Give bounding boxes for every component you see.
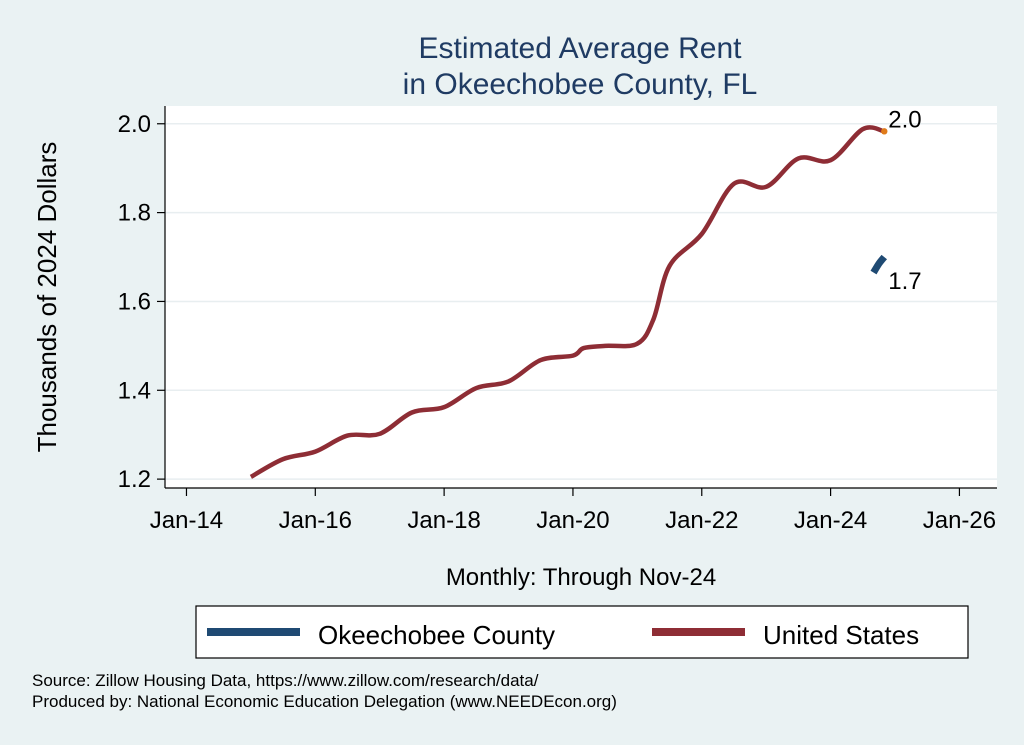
x-tick-label: Jan-16 [279,507,352,534]
legend-label-okeechobee: Okeechobee County [318,620,555,650]
x-tick-label: Jan-20 [536,507,609,534]
x-tick-label: Jan-14 [150,507,223,534]
x-axis-title: Monthly: Through Nov-24 [446,564,716,591]
x-tick-label: Jan-22 [665,507,738,534]
y-tick-label: 1.4 [118,377,151,404]
producer-line: Produced by: National Economic Education… [32,692,617,711]
y-axis-label: Thousands of 2024 Dollars [32,142,62,453]
end-marker-united-states [881,128,888,135]
chart-title-line-2: in Okeechobee County, FL [403,68,758,101]
plot-area [165,106,997,488]
series-line-united-states [249,125,885,479]
series-line-okeechobee-county [870,254,888,275]
y-tick-label: 1.6 [118,288,151,315]
y-tick-label: 1.2 [118,466,151,493]
grid [165,123,997,480]
source-line: Source: Zillow Housing Data, https://www… [32,671,539,690]
series-layer: 2.0 1.7 [249,106,922,479]
axes: 1.2 1.4 1.6 1.8 2.0 Jan-14 Jan-16 Jan-18 Jan-20 J… [118,106,997,534]
end-label-united-states: 2.0 [888,106,921,133]
y-tick-label: 1.8 [118,200,151,227]
x-tick-label: Jan-24 [794,507,867,534]
legend-label-united-states: United States [763,620,919,650]
y-tick-label: 2.0 [118,111,151,138]
legend-box [195,605,969,659]
x-tick-label: Jan-18 [407,507,480,534]
chart-title-line-1: Estimated Average Rent [419,32,743,65]
end-label-okeechobee-county: 1.7 [888,268,921,295]
x-tick-label: Jan-26 [923,507,996,534]
